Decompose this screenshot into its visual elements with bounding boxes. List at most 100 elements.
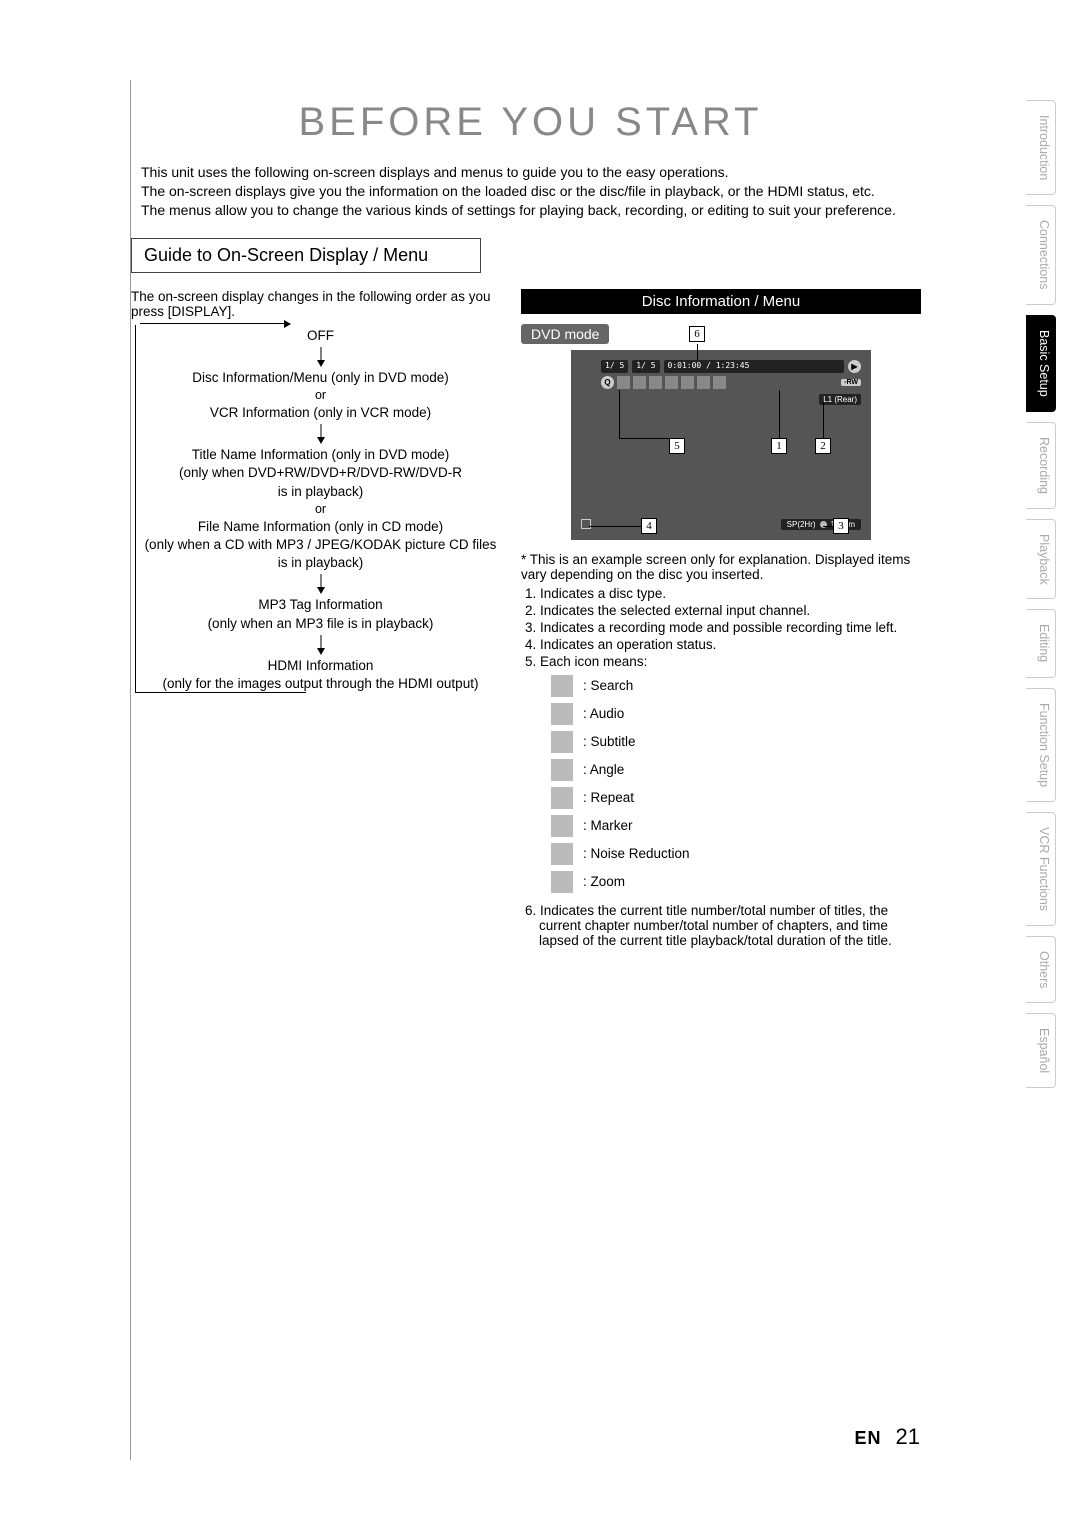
play-icon: ▶: [848, 360, 861, 373]
icon-legend: : Search : Audio : Subtitle : Angle : Re…: [551, 675, 921, 893]
tab-function-setup[interactable]: Function Setup: [1026, 688, 1056, 802]
callout-line: [779, 390, 780, 438]
callout-1: 1: [771, 438, 787, 454]
osd-top-row: 1/ 5 1/ 5 0:01:00 / 1:23:45 ▶: [601, 360, 861, 373]
legend-item: 3. Indicates a recording mode and possib…: [525, 620, 921, 635]
osd-icon: [617, 376, 630, 389]
callout-line: [823, 526, 833, 527]
callout-line: [823, 402, 824, 438]
icon-label: : Zoom: [583, 874, 625, 889]
tab-others[interactable]: Others: [1026, 936, 1056, 1004]
osd-icon: [633, 376, 646, 389]
osd-diagram: 6 1/ 5 1/ 5 0:01:00 / 1:23:45 ▶ Q: [571, 350, 871, 540]
tab-playback[interactable]: Playback: [1026, 519, 1056, 600]
osd-icon: [649, 376, 662, 389]
callout-line: [619, 438, 669, 439]
flow-file-info: (only when a CD with MP3 / JPEG/KODAK pi…: [140, 536, 501, 554]
arrow-down-icon: [140, 574, 501, 594]
intro-line: This unit uses the following on-screen d…: [141, 163, 930, 182]
stop-icon: [581, 519, 591, 529]
tab-editing[interactable]: Editing: [1026, 609, 1056, 677]
icon-label: : Marker: [583, 818, 633, 833]
intro-line: The menus allow you to change the variou…: [141, 201, 930, 220]
flow-title-info: (only when DVD+RW/DVD+R/DVD-RW/DVD-R: [140, 464, 501, 482]
tab-espanol[interactable]: Español: [1026, 1013, 1056, 1088]
arrow-down-icon: [140, 635, 501, 655]
intro-block: This unit uses the following on-screen d…: [141, 163, 930, 220]
icon-row: : Angle: [551, 759, 921, 781]
icon-row: : Subtitle: [551, 731, 921, 753]
osd-rec-mode: SP(2Hr): [787, 520, 816, 529]
legend-item: 2. Indicates the selected external input…: [525, 603, 921, 618]
osd-rw-badge: -RW: [841, 379, 861, 386]
side-tabs: Introduction Connections Basic Setup Rec…: [1026, 100, 1056, 1088]
intro-line: The on-screen displays give you the info…: [141, 182, 930, 201]
flow-top-arrow: [140, 323, 290, 324]
flow-hdmi: HDMI Information: [140, 657, 501, 675]
legend-icon: [551, 843, 573, 865]
arrow-down-icon: [140, 424, 501, 444]
callout-line: [619, 390, 620, 438]
legend-icon: [551, 787, 573, 809]
manual-page: BEFORE YOU START This unit uses the foll…: [130, 80, 930, 1460]
icon-row: : Search: [551, 675, 921, 697]
legend-list: 1. Indicates a disc type. 2. Indicates t…: [525, 586, 921, 669]
legend-icon: [551, 815, 573, 837]
flow-title-info: is in playback): [140, 483, 501, 501]
flow-file-info: File Name Information (only in CD mode): [140, 518, 501, 536]
icon-label: : Subtitle: [583, 734, 636, 749]
page-lang: EN: [855, 1428, 882, 1448]
search-icon: Q: [601, 376, 614, 389]
callout-6: 6: [689, 326, 705, 342]
tab-introduction[interactable]: Introduction: [1026, 100, 1056, 195]
osd-icon: [697, 376, 710, 389]
osd-icon: [665, 376, 678, 389]
section-header: Guide to On-Screen Display / Menu: [131, 238, 481, 273]
legend-item: 1. Indicates a disc type.: [525, 586, 921, 601]
flow-hdmi: (only for the images output through the …: [140, 675, 501, 693]
disc-info-heading: Disc Information / Menu: [521, 289, 921, 314]
icon-row: : Repeat: [551, 787, 921, 809]
flow-vcr-info: VCR Information (only in VCR mode): [140, 404, 501, 422]
icon-label: : Audio: [583, 706, 624, 721]
flow-or: or: [140, 501, 501, 518]
legend-item: 4. Indicates an operation status.: [525, 637, 921, 652]
osd-input-channel: L1 (Rear): [819, 394, 861, 405]
mode-pill: DVD mode: [521, 324, 609, 344]
left-column: The on-screen display changes in the fol…: [131, 289, 501, 950]
legend-icon: [551, 731, 573, 753]
legend-item: 5. Each icon means:: [525, 654, 921, 669]
tab-basic-setup[interactable]: Basic Setup: [1026, 315, 1056, 412]
icon-label: : Noise Reduction: [583, 846, 690, 861]
legend-item: 6. Indicates the current title number/to…: [525, 903, 921, 948]
icon-label: : Repeat: [583, 790, 634, 805]
page-title: BEFORE YOU START: [131, 100, 930, 145]
osd-icon: [681, 376, 694, 389]
osd-note: * This is an example screen only for exp…: [521, 552, 921, 582]
osd-bottom-row: SP(2Hr) 1h53m: [581, 519, 861, 530]
right-column: Disc Information / Menu DVD mode 6 1/ 5 …: [521, 289, 921, 950]
legend-icon: [551, 759, 573, 781]
arrow-down-icon: [140, 347, 501, 367]
osd-chapter-counter: 1/ 5: [632, 360, 659, 373]
icon-row: : Zoom: [551, 871, 921, 893]
flow-or: or: [140, 387, 501, 404]
page-num: 21: [896, 1424, 920, 1449]
flow-disc-info: Disc Information/Menu (only in DVD mode): [140, 369, 501, 387]
flow-bottom-line: [136, 692, 306, 693]
flow-off: OFF: [140, 327, 501, 345]
flow-mp3: MP3 Tag Information: [140, 596, 501, 614]
flow-file-info: is in playback): [140, 554, 501, 572]
tab-vcr-functions[interactable]: VCR Functions: [1026, 812, 1056, 926]
icon-label: : Search: [583, 678, 633, 693]
legend-list: 6. Indicates the current title number/to…: [525, 903, 921, 948]
callout-2: 2: [815, 438, 831, 454]
tab-recording[interactable]: Recording: [1026, 422, 1056, 509]
tab-connections[interactable]: Connections: [1026, 205, 1056, 305]
display-flow: OFF Disc Information/Menu (only in DVD m…: [135, 325, 501, 694]
osd-icon: [713, 376, 726, 389]
icon-row: : Noise Reduction: [551, 843, 921, 865]
osd-icon-row: Q -RW: [601, 376, 861, 389]
flow-title-info: Title Name Information (only in DVD mode…: [140, 446, 501, 464]
osd-time: 0:01:00 / 1:23:45: [664, 360, 844, 373]
